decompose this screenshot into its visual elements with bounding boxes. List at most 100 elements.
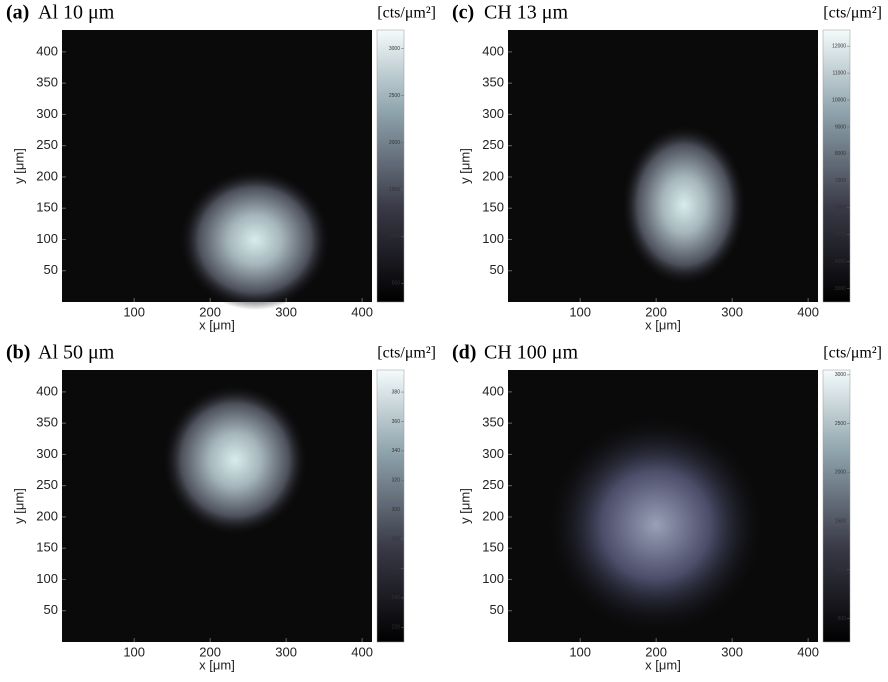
colorbar-tick-label: 280 — [392, 536, 401, 542]
x-tick-label: 200 — [199, 644, 221, 659]
y-tick-label: 400 — [36, 43, 58, 58]
y-tick-label: 50 — [44, 262, 58, 277]
x-tick-label: 100 — [569, 644, 591, 659]
y-tick-label: 150 — [36, 200, 58, 215]
x-tick-label: 300 — [721, 644, 743, 659]
colorbar-tick-label: 300 — [392, 507, 401, 513]
colorbar-tick-label: 500 — [838, 616, 847, 622]
y-tick-label: 50 — [490, 602, 504, 617]
colorbar-unit: [cts/μm²] — [823, 345, 882, 362]
colorbar-tick-label: 12000 — [832, 43, 846, 49]
colorbar-tick-label: 380 — [392, 389, 401, 395]
y-tick-label: 200 — [36, 168, 58, 183]
colorbar-tick-label: 3000 — [835, 286, 846, 292]
panel: (b) Al 50 μm [cts/μm²] 100 200 300 400 50 100 150… — [6, 342, 436, 673]
panel-label: (a) — [6, 2, 29, 24]
colorbar-tick-label: 2000 — [389, 140, 400, 146]
y-tick-label: 150 — [36, 540, 58, 555]
panel-title: Al 50 μm — [38, 342, 115, 364]
colorbar-tick-label: 8000 — [835, 151, 846, 157]
y-tick-label: 350 — [482, 415, 504, 430]
y-tick-label: 100 — [482, 231, 504, 246]
intensity-blob — [180, 170, 330, 310]
panel-title: Al 10 μm — [38, 2, 115, 24]
y-tick-label: 200 — [482, 168, 504, 183]
y-tick-label: 250 — [482, 477, 504, 492]
y-tick-label: 400 — [482, 43, 504, 58]
colorbar-tick-label: 6000 — [835, 205, 846, 211]
panel: (a) Al 10 μm [cts/μm²] 100 200 300 400 50 100 150… — [6, 2, 436, 333]
panel: (d) CH 100 μm [cts/μm²] 100 200 300 400 50 100 15… — [452, 342, 882, 673]
x-tick-label: 200 — [199, 304, 221, 319]
x-tick-label: 300 — [721, 304, 743, 319]
colorbar-tick-label: 5000 — [835, 232, 846, 238]
x-tick-label: 400 — [797, 644, 819, 659]
intensity-blob — [622, 125, 746, 285]
colorbar-tick-label: 9000 — [835, 124, 846, 130]
colorbar-tick-label: 10000 — [832, 97, 846, 103]
colorbar-tick-label: 4000 — [835, 259, 846, 265]
y-tick-label: 150 — [482, 200, 504, 215]
x-axis-label: x [μm] — [199, 317, 235, 332]
intensity-blob — [546, 415, 766, 635]
y-tick-label: 250 — [36, 477, 58, 492]
colorbar-tick-label: 260 — [392, 566, 401, 572]
colorbar-tick-label: 220 — [392, 625, 401, 631]
panel-label: (c) — [452, 2, 474, 24]
colorbar-tick-label: 2500 — [389, 93, 400, 99]
x-tick-label: 100 — [123, 304, 145, 319]
x-tick-label: 300 — [275, 644, 297, 659]
y-tick-label: 250 — [482, 137, 504, 152]
x-tick-label: 400 — [797, 304, 819, 319]
colorbar-tick-label: 2500 — [835, 421, 846, 427]
y-tick-label: 50 — [44, 602, 58, 617]
y-tick-label: 400 — [36, 383, 58, 398]
x-tick-label: 100 — [123, 644, 145, 659]
colorbar-unit: [cts/μm²] — [377, 345, 436, 362]
y-axis-label: y [μm] — [11, 488, 26, 524]
panel: (c) CH 13 μm [cts/μm²] 100 200 300 400 50 100 150… — [452, 2, 882, 333]
colorbar-unit: [cts/μm²] — [823, 5, 882, 22]
y-tick-label: 150 — [482, 540, 504, 555]
y-tick-label: 400 — [482, 383, 504, 398]
y-tick-label: 200 — [482, 508, 504, 523]
x-tick-label: 200 — [645, 644, 667, 659]
colorbar-tick-label: 11000 — [832, 70, 846, 76]
colorbar — [822, 29, 851, 303]
y-tick-label: 100 — [36, 231, 58, 246]
y-tick-label: 350 — [36, 415, 58, 430]
panel-title: CH 100 μm — [484, 342, 579, 364]
colorbar-tick-label: 320 — [392, 478, 401, 484]
colorbar-tick-label: 500 — [392, 281, 401, 287]
y-tick-label: 100 — [482, 571, 504, 586]
y-tick-label: 300 — [36, 446, 58, 461]
panel-title: CH 13 μm — [484, 2, 569, 24]
colorbar-tick-label: 1000 — [835, 567, 846, 573]
colorbar — [376, 369, 405, 643]
y-tick-label: 350 — [482, 75, 504, 90]
colorbar-tick-label: 2000 — [835, 470, 846, 476]
x-tick-label: 400 — [351, 644, 373, 659]
colorbar — [822, 369, 851, 643]
colorbar-tick-label: 360 — [392, 419, 401, 425]
panel-label: (b) — [6, 342, 30, 364]
colorbar-tick-label: 7000 — [835, 178, 846, 184]
colorbar-tick-label: 3000 — [835, 372, 846, 378]
x-tick-label: 100 — [569, 304, 591, 319]
colorbar-unit: [cts/μm²] — [377, 5, 436, 22]
x-tick-label: 400 — [351, 304, 373, 319]
x-axis-label: x [μm] — [199, 657, 235, 672]
colorbar-tick-label: 3000 — [389, 46, 400, 52]
x-tick-label: 300 — [275, 304, 297, 319]
x-axis-label: x [μm] — [645, 317, 681, 332]
y-tick-label: 300 — [482, 106, 504, 121]
colorbar-tick-label: 1500 — [835, 518, 846, 524]
y-tick-label: 50 — [490, 262, 504, 277]
x-tick-label: 200 — [645, 304, 667, 319]
y-tick-label: 350 — [36, 75, 58, 90]
y-axis-label: y [μm] — [11, 148, 26, 184]
colorbar-tick-label: 1500 — [389, 187, 400, 193]
y-axis-label: y [μm] — [457, 148, 472, 184]
intensity-blob — [163, 385, 307, 535]
y-tick-label: 300 — [36, 106, 58, 121]
